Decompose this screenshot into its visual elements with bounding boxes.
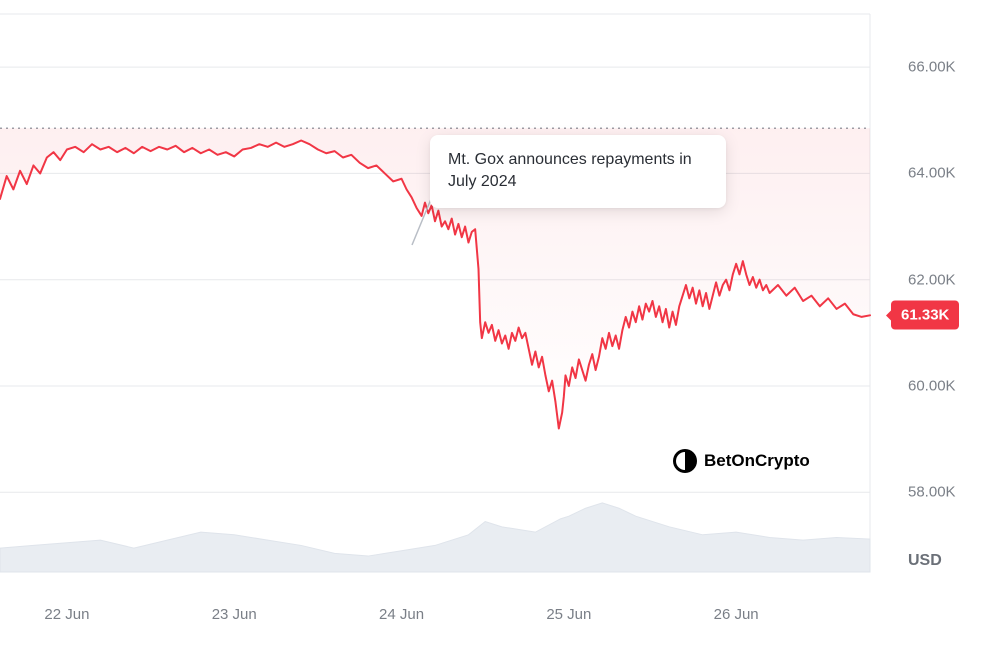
y-tick-label: 58.00K [908,484,956,501]
watermark: BetOnCrypto [672,448,810,474]
x-tick-label: 25 Jun [546,606,591,623]
watermark-text: BetOnCrypto [704,451,810,471]
x-tick-label: 24 Jun [379,606,424,623]
current-price-badge: 61.33K [891,301,959,330]
x-tick-label: 23 Jun [212,606,257,623]
y-tick-label: 66.00K [908,59,956,76]
annotation-tooltip: Mt. Gox announces repayments in July 202… [430,135,726,208]
y-tick-label: 60.00K [908,378,956,395]
y-tick-label: 64.00K [908,165,956,182]
x-tick-label: 26 Jun [714,606,759,623]
y-tick-label: 62.00K [908,271,956,288]
watermark-logo-icon [672,448,698,474]
currency-label: USD [908,552,942,570]
x-tick-label: 22 Jun [44,606,89,623]
chart-svg [0,0,1000,660]
price-chart: 66.00K 64.00K 62.00K 60.00K 58.00K 22 Jun 23 … [0,0,1000,660]
